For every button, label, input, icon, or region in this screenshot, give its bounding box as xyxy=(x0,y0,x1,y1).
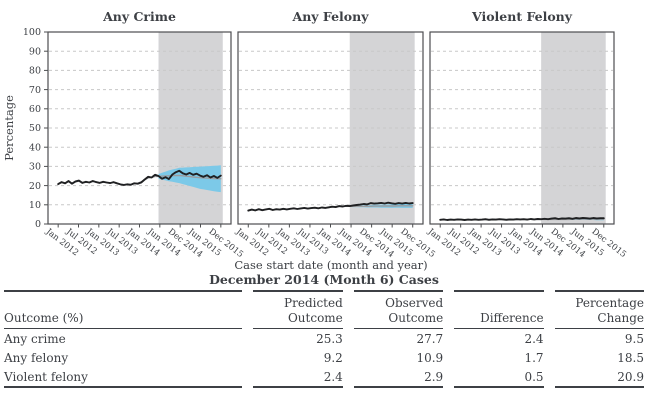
panel-title: Any Felony xyxy=(292,9,370,24)
table-header-row: Outcome (%) Predicted Outcome Observed O… xyxy=(4,290,644,330)
cell-difference: 1.7 xyxy=(524,351,544,366)
y-tick-label: 0 xyxy=(35,219,41,230)
row-label: Any crime xyxy=(4,332,66,347)
y-tick-label: 60 xyxy=(29,104,41,115)
y-tick-label: 50 xyxy=(29,123,41,134)
y-tick-label: 100 xyxy=(23,27,41,38)
col-header-predicted-outcome: Predicted Outcome xyxy=(253,290,343,330)
col-header-observed-outcome: Observed Outcome xyxy=(353,290,444,330)
cell-predicted: 9.2 xyxy=(323,351,343,366)
y-tick-label: 90 xyxy=(29,46,41,57)
faceted-trend-charts: Any Crime Jan 2012 Jul 2012 Jan 2013 Jul 201… xyxy=(2,9,628,272)
cell-predicted: 2.4 xyxy=(253,367,343,389)
series-observed xyxy=(439,216,605,221)
table-title: December 2014 (Month 6) Cases xyxy=(209,272,439,287)
y-tick-label: 10 xyxy=(29,200,41,211)
cell-observed: 10.9 xyxy=(416,351,444,366)
panel-title: Violent Felony xyxy=(471,9,573,24)
confidence-band xyxy=(158,165,221,193)
row-label: Violent felony xyxy=(4,367,243,389)
col-header-percentage-change: Percentage Change xyxy=(554,290,644,330)
table-row-violent-felony: Violent felony 2.4 2.9 0.5 20.9 xyxy=(4,367,644,389)
x-axis-title: Case start date (month and year) xyxy=(234,258,427,272)
y-tick-label: 30 xyxy=(29,162,41,173)
cell-observed: 27.7 xyxy=(416,332,444,347)
summary-table-section: December 2014 (Month 6) Cases Outcome (%… xyxy=(4,272,644,389)
y-tick-label: 20 xyxy=(29,181,41,192)
table-row-any-crime: Any crime 25.3 27.7 2.4 9.5 xyxy=(4,329,644,348)
y-tick-label: 40 xyxy=(29,142,41,153)
series-observed xyxy=(247,201,414,212)
cell-predicted: 25.3 xyxy=(316,332,343,347)
panel-title: Any Crime xyxy=(102,9,176,24)
table-row-any-felony: Any felony 9.2 10.9 1.7 18.5 xyxy=(4,348,644,367)
y-tick-label: 70 xyxy=(29,85,41,96)
prediction-period-shading xyxy=(541,32,606,224)
col-header-outcome: Outcome (%) xyxy=(4,290,243,330)
cell-observed: 2.9 xyxy=(353,367,444,389)
series-observed xyxy=(57,169,222,186)
outcomes-table: Outcome (%) Predicted Outcome Observed O… xyxy=(0,290,655,389)
cell-difference: 2.4 xyxy=(524,332,544,347)
y-tick-label: 80 xyxy=(29,66,41,77)
col-header-difference: Difference xyxy=(454,290,544,330)
cell-pct-change: 20.9 xyxy=(554,367,644,389)
cell-pct-change: 18.5 xyxy=(617,351,644,366)
row-label: Any felony xyxy=(4,351,69,366)
cell-pct-change: 9.5 xyxy=(624,332,644,347)
cell-difference: 0.5 xyxy=(454,367,544,389)
y-axis-title: Percentage xyxy=(2,95,16,161)
